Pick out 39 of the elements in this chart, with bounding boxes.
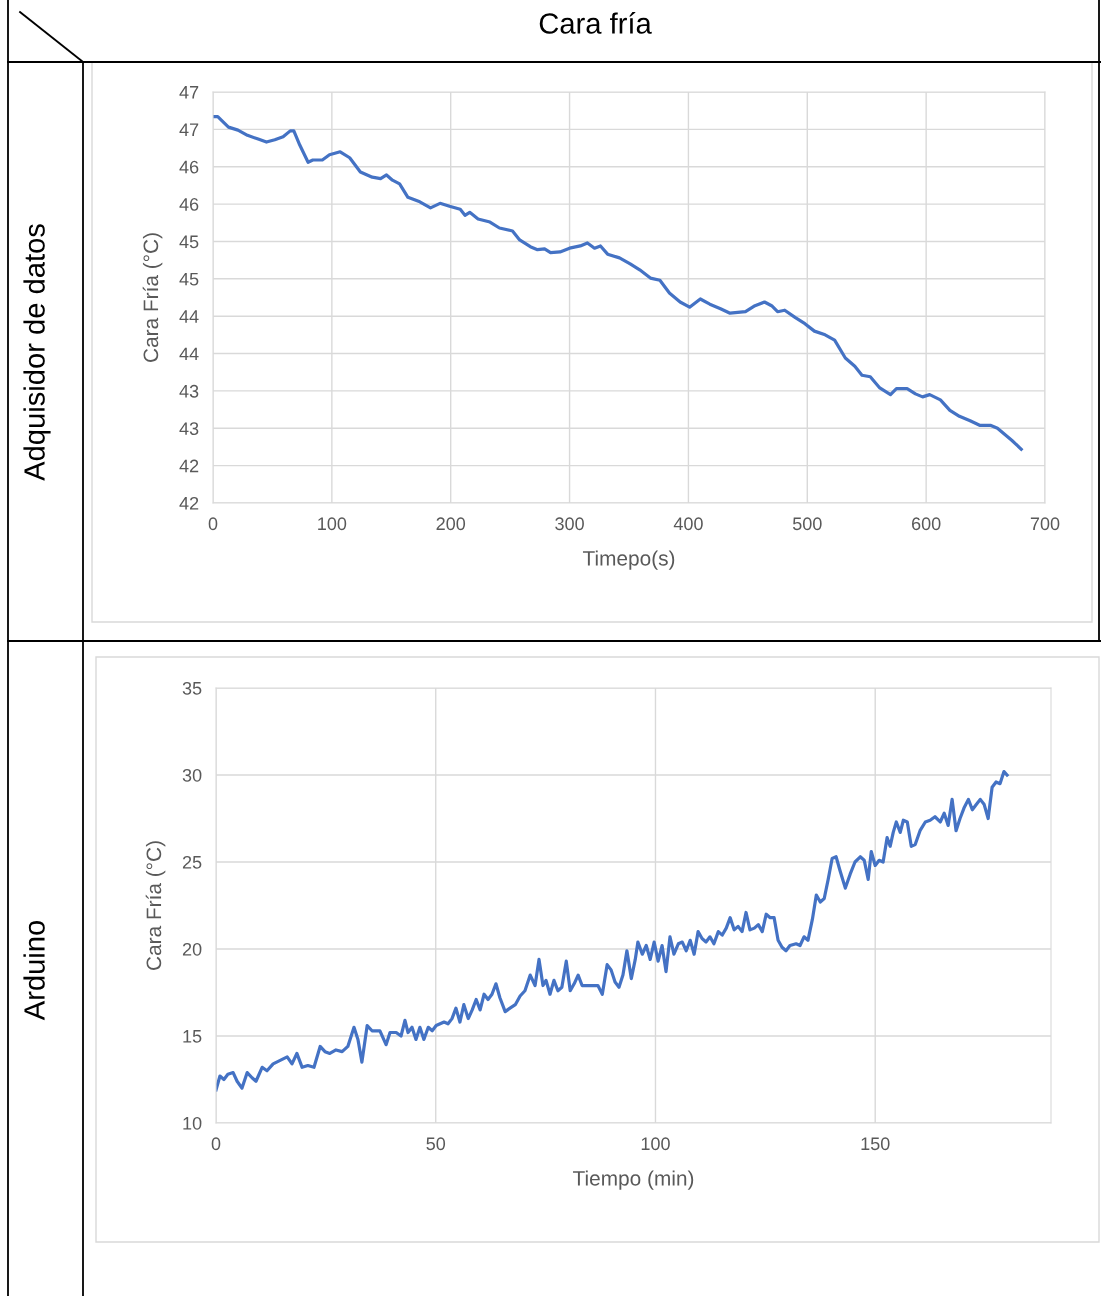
x-tick-label: 700 — [1030, 517, 1060, 531]
y-axis-title: Cara Fría (°C) — [145, 841, 166, 970]
line-series — [213, 115, 1023, 451]
y-tick-label: 25 — [182, 855, 202, 869]
text: Arduino — [23, 920, 45, 1021]
x-tick-label: 50 — [426, 1137, 446, 1151]
y-tick-label: 45 — [179, 235, 199, 249]
x-tick-label: 600 — [912, 517, 941, 531]
x-axis-title: Timepo(s) — [582, 550, 675, 570]
chart-title: Cara fría — [539, 12, 652, 34]
x-tick-label: 0 — [208, 517, 218, 531]
x-tick-label: 0 — [211, 1137, 221, 1151]
x-tick-label: 100 — [318, 517, 347, 531]
x-axis-title: Tiempo (min) — [573, 1170, 694, 1190]
y-tick-label: 43 — [179, 384, 199, 398]
y-tick-label: 15 — [183, 1030, 202, 1043]
y-tick-label: 44 — [179, 310, 199, 323]
x-tick-label: 150 — [861, 1137, 890, 1151]
y-axis-title: Cara Fría (°C) — [142, 233, 163, 362]
y-tick-label: 30 — [182, 768, 202, 782]
y-tick-label: 42 — [179, 496, 199, 510]
text: Adquisidor de datos — [23, 224, 51, 481]
y-tick-label: 20 — [182, 942, 202, 956]
y-tick-label: 42 — [179, 459, 199, 473]
x-tick-label: 100 — [641, 1137, 670, 1151]
y-tick-label: 43 — [179, 422, 199, 435]
y-tick-label: 46 — [179, 160, 199, 174]
x-tick-label: 300 — [555, 517, 584, 531]
x-tick-label: 400 — [673, 517, 703, 531]
y-tick-label: 10 — [183, 1116, 202, 1130]
y-tick-label: 45 — [179, 272, 199, 286]
y-tick-label: 47 — [179, 123, 199, 136]
line-series — [216, 769, 1009, 1092]
y-tick-label: 44 — [179, 347, 199, 361]
x-tick-label: 500 — [792, 517, 822, 531]
y-tick-label: 46 — [179, 198, 199, 211]
y-tick-label: 35 — [182, 681, 202, 695]
x-tick-label: 200 — [436, 517, 466, 531]
y-tick-label: 47 — [179, 86, 199, 99]
